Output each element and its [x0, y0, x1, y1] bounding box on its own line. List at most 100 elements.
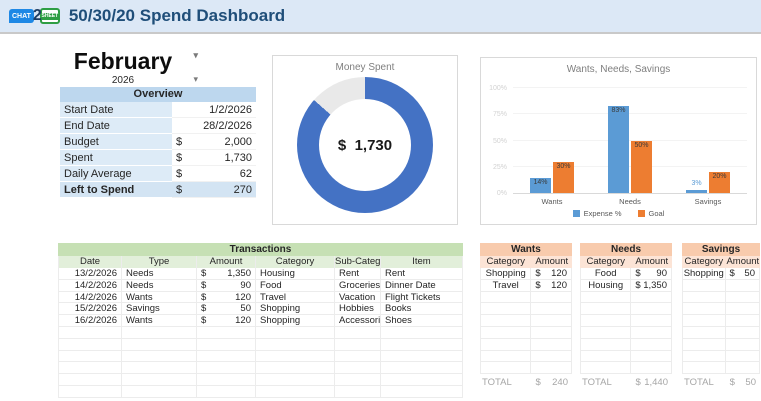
- category-cell: [481, 350, 532, 362]
- category-cell: [581, 291, 632, 303]
- breakdown-row: [480, 315, 572, 327]
- bar-value-label: 50%: [634, 141, 649, 149]
- amount-cell: [726, 339, 759, 350]
- amount-value: 50: [240, 303, 251, 315]
- category-cell: [481, 338, 532, 350]
- legend-item: Goal: [637, 209, 664, 218]
- overview-row-value: 28/2/2026: [172, 118, 256, 134]
- cell: Travel: [256, 291, 335, 303]
- amount-cell: [197, 362, 256, 374]
- wants-needs-savings-chart: Wants, Needs, Savings 0% 25% 50% 75% 100% 14…: [480, 57, 757, 225]
- amount-value: 120: [235, 315, 251, 326]
- axis-tick-label: 75%: [492, 111, 507, 119]
- transaction-row: 14/2/2026 Needs $90 Food Groceries Dinner Dat…: [58, 279, 463, 292]
- bar-value-label: 30%: [556, 162, 571, 170]
- overview-row-label: End Date: [60, 118, 172, 134]
- axis-tick-label: 25%: [492, 163, 507, 171]
- breakdown-row: [480, 362, 572, 375]
- transactions-table: Transactions Date Type Amount Category Sub-C…: [58, 243, 463, 398]
- cell: Accessories: [335, 315, 381, 326]
- cell: [335, 385, 381, 397]
- currency-symbol: $: [201, 315, 207, 326]
- amount-cell: [726, 327, 759, 338]
- cell: Books: [381, 303, 463, 315]
- amount-cell: [631, 292, 671, 303]
- amount-value: 90: [240, 279, 251, 291]
- category-cell: [581, 303, 632, 315]
- date-cell: [58, 374, 122, 385]
- overview-row: Left to Spend $270: [60, 182, 256, 198]
- amount-cell: [726, 303, 759, 314]
- cell: Wants: [122, 291, 197, 303]
- month-value: February: [73, 48, 173, 74]
- year-selector[interactable]: 2026 ▾: [52, 74, 198, 87]
- cell: [381, 350, 463, 362]
- currency-symbol: $: [635, 279, 641, 291]
- amount-cell: [531, 292, 571, 303]
- overview-value: 1,730: [224, 152, 252, 164]
- date-cell: [58, 350, 122, 362]
- total-value: $240: [532, 377, 572, 389]
- amount-cell: [726, 362, 759, 373]
- overview-row-value: $62: [172, 166, 256, 182]
- cell: [122, 374, 197, 385]
- date-cell: [58, 385, 122, 397]
- category-label: Wants: [541, 197, 563, 206]
- legend-swatch-icon: [572, 210, 580, 217]
- bar-plot-area: 0% 25% 50% 75% 100% 14% 30% 83% 50% 3% 20%: [489, 85, 747, 197]
- logo-chat-bubble: CHAT: [9, 9, 34, 23]
- amount-cell: [197, 385, 256, 397]
- cell: Shopping: [256, 315, 335, 326]
- amount-cell: [531, 351, 571, 362]
- amount-cell: [531, 362, 571, 373]
- transaction-row: [58, 350, 463, 363]
- overview-value: 2,000: [224, 136, 252, 148]
- year-dropdown-arrow-icon[interactable]: ▾: [193, 74, 198, 84]
- month-selector[interactable]: February ▾: [52, 48, 198, 74]
- cell: [381, 326, 463, 338]
- logo-two: 2: [32, 7, 42, 24]
- overview-row: Spent $1,730: [60, 150, 256, 166]
- amount-cell: [531, 327, 571, 338]
- currency-symbol: $: [176, 136, 183, 148]
- cell: [256, 326, 335, 338]
- amount-cell: $1,350: [631, 280, 671, 291]
- amount-cell: [631, 339, 671, 350]
- breakdown-row: [480, 338, 572, 351]
- cell: Shopping: [256, 303, 335, 315]
- cell: [335, 374, 381, 385]
- total-value: $1,440: [632, 377, 672, 389]
- bar-yticks: 0% 25% 50% 75% 100%: [485, 85, 510, 197]
- cell: [381, 338, 463, 350]
- transactions-body: 13/2/2026 Needs $1,350 Housing Rent Rent 14/2/…: [58, 268, 463, 398]
- column-header: Amount: [197, 256, 256, 268]
- category-cell: [683, 338, 726, 350]
- donut-chart-title: Money Spent: [335, 62, 395, 73]
- transaction-row: 16/2/2026Wants$120ShoppingAccessoriesSho…: [58, 315, 463, 327]
- header-bar: CHAT 2 SHEET 50/30/20 Spend Dashboard: [0, 0, 761, 34]
- category-cell: [683, 291, 726, 303]
- overview-row: Start Date 1/2/2026: [60, 102, 256, 118]
- amount-cell: $50: [726, 268, 759, 279]
- amount-cell: [631, 303, 671, 314]
- breakdown-row: [580, 326, 672, 339]
- bar-goal: 20%: [709, 172, 730, 193]
- category-cell: Housing: [581, 279, 632, 291]
- cell: Needs: [122, 268, 197, 279]
- overview-row-label: Daily Average: [60, 166, 172, 182]
- gridline: [513, 113, 747, 115]
- legend-item: Expense %: [572, 209, 622, 218]
- cell: [335, 326, 381, 338]
- cell: Needs: [122, 279, 197, 291]
- date-cell: 13/2/2026: [58, 268, 122, 279]
- cell: Dinner Date: [381, 279, 463, 291]
- transaction-row: 14/2/2026 Wants $120 Travel Vacation Flight T…: [58, 291, 463, 304]
- month-dropdown-arrow-icon[interactable]: ▾: [193, 50, 198, 60]
- amount-cell: $50: [197, 303, 256, 315]
- category-cell: Food: [581, 268, 632, 279]
- column-header: Amount: [726, 256, 760, 267]
- savings-table: Savings Category Amount Shopping $50 TOTAL $50: [682, 243, 760, 389]
- date-cell: [58, 326, 122, 338]
- transaction-row: [58, 385, 463, 398]
